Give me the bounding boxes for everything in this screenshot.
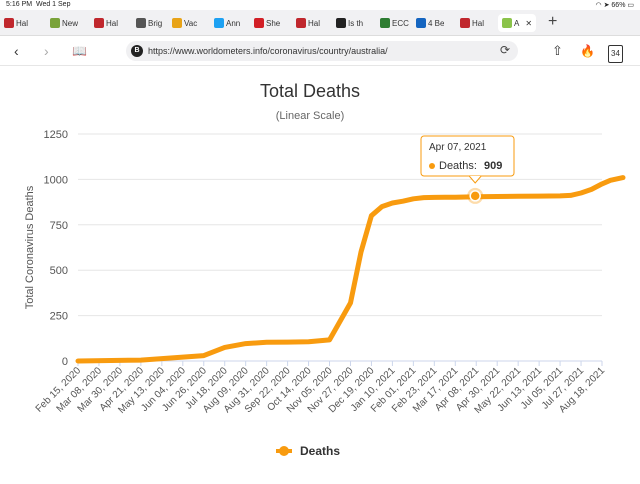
twitter-icon [214,18,224,28]
status-right: ◠ ➤ 66% ▭ [596,1,634,9]
y-tick-label: 500 [50,265,68,277]
fire-icon[interactable]: 🔥 [580,44,595,58]
tab-8[interactable]: Is th [336,14,363,32]
tab-label: A [514,18,520,28]
y-tick-label: 250 [50,311,68,323]
tooltip-label: Deaths: [439,160,477,172]
ecc-icon [380,18,390,28]
tab-strip: Hal New Hal Brig Vac Ann She Hal Is th ECC 4 Be Hal… [0,10,640,36]
star-icon [336,18,346,28]
site-badge: B [131,45,143,57]
tab-label: Hal [106,18,119,28]
battery-icon: ▭ [627,2,634,9]
tab-11[interactable]: Hal [460,14,484,32]
tooltip-pointer [468,175,482,184]
news-icon [50,18,60,28]
chart-title: Total Deaths [260,81,360,101]
share-button[interactable]: ⇧ [552,43,563,58]
tab-5[interactable]: Ann [214,14,240,32]
vac-icon [172,18,182,28]
hal-icon [94,18,104,28]
chart-subtitle: (Linear Scale) [276,110,344,122]
tab-0[interactable]: Hal [4,14,28,32]
tooltip-value: 909 [484,160,502,172]
close-tab-icon[interactable]: ✕ [525,18,533,28]
new-tab-button[interactable]: + [548,13,558,30]
location-icon: ➤ [603,2,610,9]
reader-icon[interactable]: 📖 [72,44,87,58]
tab-label: She [266,18,281,28]
nav-bar: ‹ › 📖 B https://www.worldometers.info/co… [0,36,640,66]
wm-icon [502,18,512,28]
tab-label: Ann [226,18,241,28]
tab-label: Vac [184,18,198,28]
y-tick-label: 750 [50,220,68,232]
status-time-date: 5:16 PM Wed 1 Sep [6,1,71,8]
tab-6[interactable]: She [254,14,280,32]
y-tick-label: 1250 [44,129,68,141]
tooltip-box [420,135,515,177]
tab-4[interactable]: Vac [172,14,197,32]
tab-12[interactable]: A ✕ [498,14,537,32]
tab-label: Hal [472,18,485,28]
y-tick-label: 0 [62,356,68,368]
tooltip-date: Apr 07, 2021 [429,142,487,153]
tab-label: Is th [348,18,364,28]
hal-icon [296,18,306,28]
reload-icon[interactable]: ⟳ [499,43,510,57]
y-tick-label: 1000 [44,174,68,186]
tab-label: New [62,18,79,28]
tab-2[interactable]: Hal [94,14,118,32]
legend-marker[interactable] [279,446,289,456]
url-field[interactable]: B https://www.worldometers.info/coronavi… [126,41,518,61]
tab-9[interactable]: ECC [380,14,409,32]
tab-label: Hal [308,18,321,28]
url-text: https://www.worldometers.info/coronaviru… [148,46,388,56]
jp-icon [254,18,264,28]
tab-1[interactable]: New [50,14,78,32]
legend-label: Deaths [300,444,340,458]
tab-label: 4 Be [428,18,445,28]
tab-3[interactable]: Brig [136,14,162,32]
forward-button[interactable]: › [44,43,49,59]
chart-area: Total Deaths (Linear Scale) 0 250 500 750 1000… [0,66,640,479]
series-line-deaths[interactable] [75,175,626,364]
tab-7[interactable]: Hal [296,14,320,32]
y-axis-label: Total Coronavirus Deaths [24,185,36,309]
hal-icon [4,18,14,28]
tab-label: ECC [392,18,409,28]
battery-percent: 66% [611,2,626,9]
chart-svg: Total Deaths (Linear Scale) 0 250 500 750 1000… [24,81,626,458]
globe-icon [416,18,426,28]
tab-label: Brig [148,18,163,28]
wifi-icon: ◠ [595,2,602,9]
back-button[interactable]: ‹ [14,43,19,59]
tab-label: Hal [16,18,29,28]
tab-count-button[interactable]: 34 [608,45,623,63]
tooltip-bullet [429,163,435,169]
brig-icon [136,18,146,28]
hal-icon [460,18,470,28]
status-bar: 5:16 PM Wed 1 Sep ◠ ➤ 66% ▭ [0,0,640,10]
data-point-hover[interactable] [469,190,481,202]
tab-10[interactable]: 4 Be [416,14,444,32]
